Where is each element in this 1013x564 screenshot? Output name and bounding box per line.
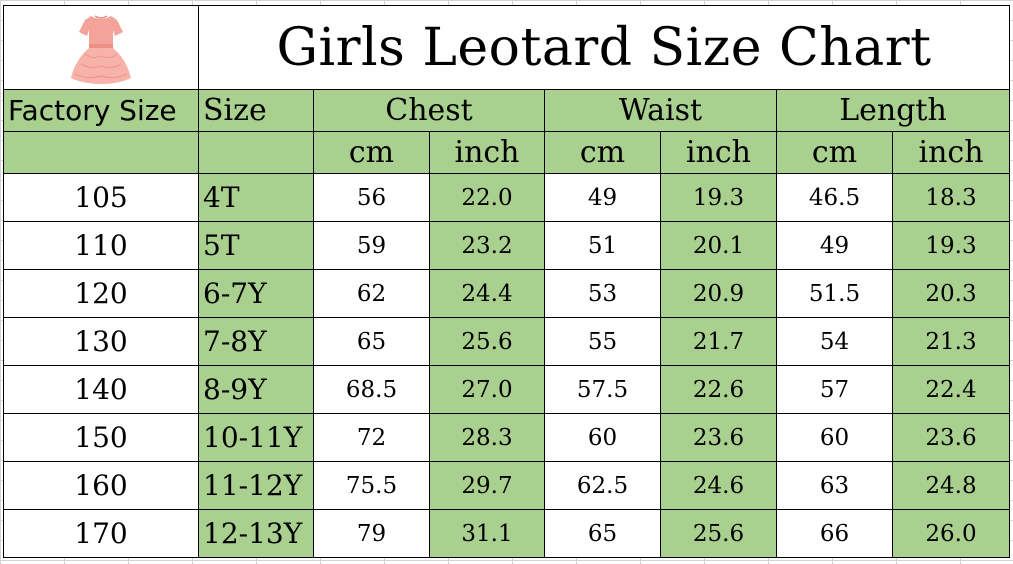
size-cell: 10-11Y: [198, 413, 314, 462]
size-cell: 5T: [198, 221, 314, 270]
factory-size-cell: 160: [3, 461, 199, 510]
length-cm-cell: 54: [776, 317, 893, 366]
chart-title: Girls Leotard Size Chart: [197, 5, 1011, 90]
table-row: 105 4T 56 22.0 49 19.3 46.5 18.3: [3, 173, 1011, 222]
table-row: 140 8-9Y 68.5 27.0 57.5 22.6 57 22.4: [3, 365, 1011, 414]
header-length-cm: cm: [776, 131, 893, 174]
title-row: Girls Leotard Size Chart: [3, 5, 1011, 90]
chest-inch-cell: 25.6: [429, 317, 545, 366]
header-row-2: cm inch cm inch cm inch: [3, 131, 1011, 174]
length-inch-cell: 24.8: [891, 461, 1011, 510]
waist-inch-cell: 21.7: [660, 317, 777, 366]
waist-cm-cell: 65: [544, 509, 661, 558]
table-row: 150 10-11Y 72 28.3 60 23.6 60 23.6: [3, 413, 1011, 462]
table-row: 160 11-12Y 75.5 29.7 62.5 24.6 63 24.8: [3, 461, 1011, 510]
factory-size-cell: 105: [3, 173, 199, 222]
length-inch-cell: 21.3: [891, 317, 1011, 366]
waist-inch-cell: 24.6: [660, 461, 777, 510]
size-chart-table: Girls Leotard Size Chart Factory Size Si…: [3, 5, 1011, 558]
header-factory-size: Factory Size: [3, 89, 199, 132]
header-waist: Waist: [544, 89, 777, 132]
chest-inch-cell: 31.1: [429, 509, 545, 558]
waist-inch-cell: 20.1: [660, 221, 777, 270]
chest-cm-cell: 62: [313, 269, 430, 318]
chest-inch-cell: 23.2: [429, 221, 545, 270]
length-inch-cell: 23.6: [891, 413, 1011, 462]
waist-inch-cell: 19.3: [660, 173, 777, 222]
waist-cm-cell: 53: [544, 269, 661, 318]
chest-inch-cell: 22.0: [429, 173, 545, 222]
factory-size-cell: 170: [3, 509, 199, 558]
length-inch-cell: 26.0: [891, 509, 1011, 558]
length-cm-cell: 49: [776, 221, 893, 270]
table-row: 110 5T 59 23.2 51 20.1 49 19.3: [3, 221, 1011, 270]
waist-cm-cell: 57.5: [544, 365, 661, 414]
chest-inch-cell: 28.3: [429, 413, 545, 462]
factory-size-cell: 130: [3, 317, 199, 366]
header-length: Length: [775, 89, 1011, 132]
dress-image-cell: [3, 5, 199, 90]
chest-cm-cell: 68.5: [313, 365, 430, 414]
table-row: 170 12-13Y 79 31.1 65 25.6 66 26.0: [3, 509, 1011, 558]
factory-size-cell: 150: [3, 413, 199, 462]
size-cell: 8-9Y: [198, 365, 314, 414]
chest-inch-cell: 27.0: [429, 365, 545, 414]
waist-cm-cell: 49: [544, 173, 661, 222]
size-cell: 7-8Y: [198, 317, 314, 366]
chest-cm-cell: 65: [313, 317, 430, 366]
header-chest-inch: inch: [429, 131, 545, 174]
factory-size-cell: 110: [3, 221, 199, 270]
table-row: 130 7-8Y 65 25.6 55 21.7 54 21.3: [3, 317, 1011, 366]
header-chest: Chest: [313, 89, 545, 132]
chest-cm-cell: 75.5: [313, 461, 430, 510]
length-cm-cell: 46.5: [776, 173, 893, 222]
size-cell: 4T: [198, 173, 314, 222]
header-blank: [3, 131, 199, 174]
factory-size-cell: 140: [3, 365, 199, 414]
header-length-inch: inch: [891, 131, 1011, 174]
chest-cm-cell: 59: [313, 221, 430, 270]
size-cell: 6-7Y: [198, 269, 314, 318]
header-blank: [198, 131, 314, 174]
waist-cm-cell: 60: [544, 413, 661, 462]
chest-cm-cell: 79: [313, 509, 430, 558]
length-inch-cell: 20.3: [891, 269, 1011, 318]
waist-cm-cell: 51: [544, 221, 661, 270]
chest-inch-cell: 29.7: [429, 461, 545, 510]
waist-cm-cell: 55: [544, 317, 661, 366]
length-inch-cell: 19.3: [891, 221, 1011, 270]
waist-inch-cell: 20.9: [660, 269, 777, 318]
length-inch-cell: 22.4: [891, 365, 1011, 414]
chest-inch-cell: 24.4: [429, 269, 545, 318]
waist-inch-cell: 22.6: [660, 365, 777, 414]
header-size: Size: [198, 89, 314, 132]
chest-cm-cell: 56: [313, 173, 430, 222]
length-cm-cell: 63: [776, 461, 893, 510]
header-chest-cm: cm: [313, 131, 430, 174]
factory-size-cell: 120: [3, 269, 199, 318]
table-row: 120 6-7Y 62 24.4 53 20.9 51.5 20.3: [3, 269, 1011, 318]
header-row-1: Factory Size Size Chest Waist Length: [3, 89, 1011, 132]
length-cm-cell: 57: [776, 365, 893, 414]
size-cell: 11-12Y: [198, 461, 314, 510]
length-cm-cell: 60: [776, 413, 893, 462]
waist-cm-cell: 62.5: [544, 461, 661, 510]
chest-cm-cell: 72: [313, 413, 430, 462]
header-waist-inch: inch: [660, 131, 777, 174]
waist-inch-cell: 23.6: [660, 413, 777, 462]
waist-inch-cell: 25.6: [660, 509, 777, 558]
size-cell: 12-13Y: [198, 509, 314, 558]
pink-tutu-dress-icon: [71, 14, 131, 84]
length-cm-cell: 66: [776, 509, 893, 558]
length-cm-cell: 51.5: [776, 269, 893, 318]
length-inch-cell: 18.3: [891, 173, 1011, 222]
header-waist-cm: cm: [544, 131, 661, 174]
